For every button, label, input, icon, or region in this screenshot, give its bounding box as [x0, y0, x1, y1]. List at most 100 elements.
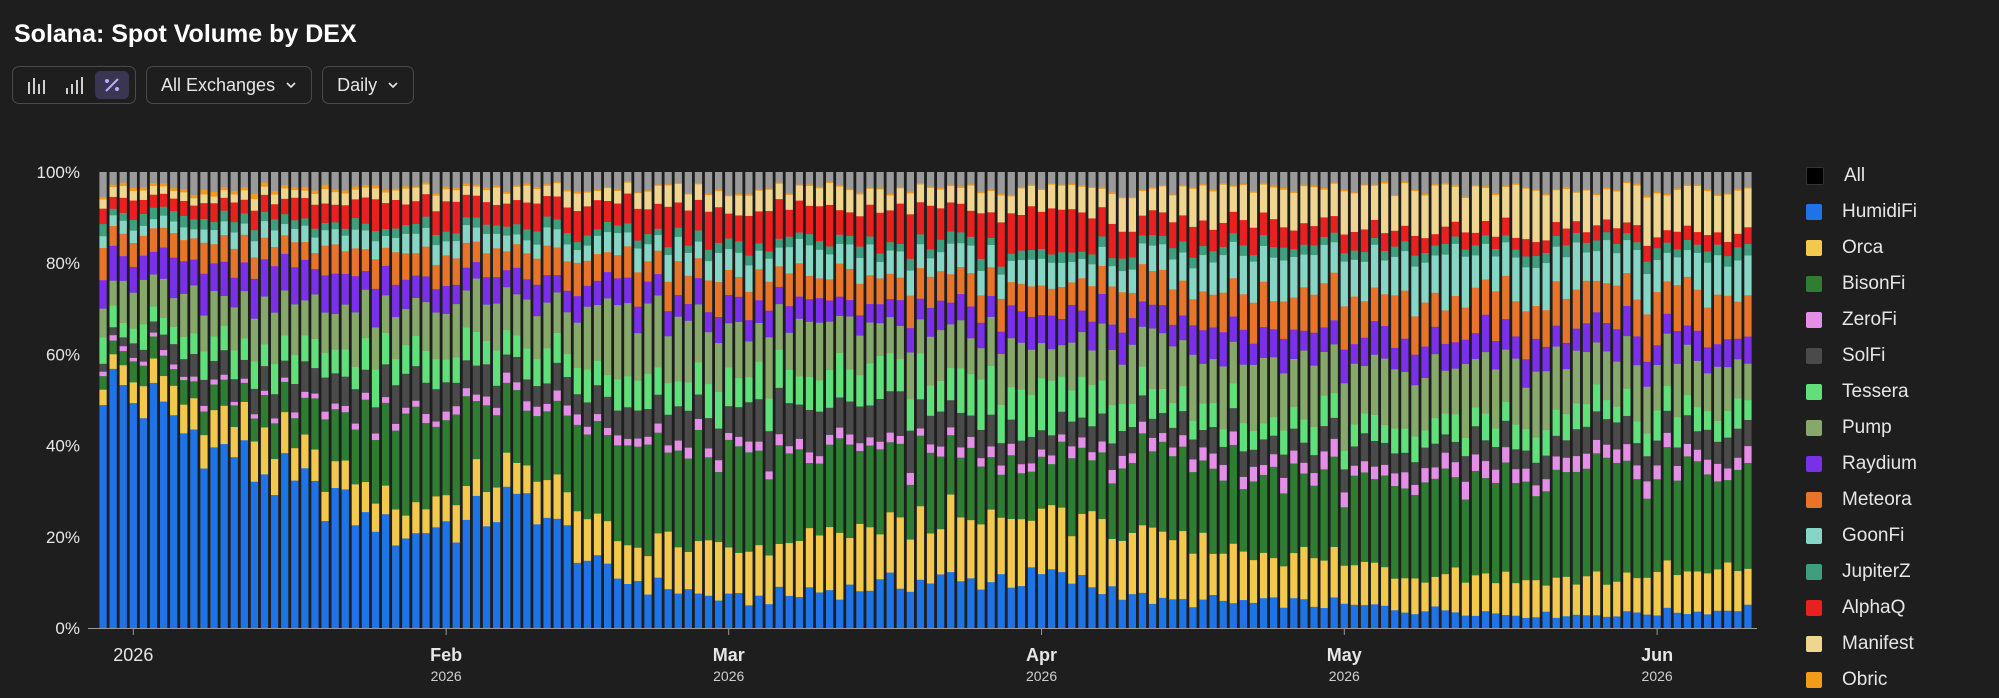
- bar-segment-jupiterz: [492, 225, 501, 234]
- legend-item-humidifi[interactable]: HumidiFi: [1806, 194, 1917, 230]
- legend-item-zerofi[interactable]: ZeroFi: [1806, 302, 1917, 338]
- bar-segment-jupiterz: [644, 233, 652, 245]
- legend-item-obric[interactable]: Obric: [1806, 662, 1917, 698]
- bar-segment-meteora: [452, 257, 460, 285]
- bar-segment-manifest: [1451, 186, 1459, 222]
- bar-segment-solfi: [735, 406, 743, 437]
- bar-segment-zerofi: [402, 407, 410, 414]
- legend-item-solfi[interactable]: SolFi: [1806, 338, 1917, 374]
- bar-segment-raydium: [1592, 312, 1601, 343]
- bar-segment-jupiterz: [220, 210, 228, 222]
- bar-segment-manifest: [371, 188, 380, 200]
- legend-item-pump[interactable]: Pump: [1806, 410, 1917, 446]
- bar-segment-solfi: [987, 414, 995, 447]
- bar-segment-other: [210, 172, 218, 192]
- bar-segment-zerofi: [1643, 481, 1651, 499]
- bar-segment-obric: [1007, 194, 1015, 197]
- bar-segment-humidifi: [634, 580, 642, 629]
- bar-segment-manifest: [1391, 195, 1399, 231]
- bar-segment-alphaq: [583, 206, 592, 236]
- bar-segment-pump: [947, 324, 955, 368]
- bar-segment-solfi: [1703, 429, 1712, 460]
- legend-item-goonfi[interactable]: GoonFi: [1806, 518, 1917, 554]
- bar-segment-other: [1522, 172, 1530, 188]
- bar-segment-raydium: [725, 294, 733, 324]
- bar-segment-obric: [270, 190, 279, 195]
- bar-segment-tessera: [392, 358, 400, 386]
- bar-segment-alphaq: [1118, 231, 1126, 259]
- bar-segment-raydium: [1562, 342, 1570, 370]
- bar-segment-manifest: [1360, 185, 1369, 230]
- bar-segment-humidifi: [603, 563, 612, 629]
- legend-item-alphaq[interactable]: AlphaQ: [1806, 590, 1917, 626]
- bar-segment-manifest: [684, 194, 692, 211]
- bar-segment-pump: [402, 308, 410, 346]
- bar-segment-solfi: [1421, 447, 1429, 469]
- bar-segment-solfi: [1744, 419, 1752, 447]
- bar-segment-orca: [967, 519, 975, 579]
- bar-segment-tessera: [1048, 380, 1056, 436]
- bar-segment-alphaq: [1663, 229, 1671, 243]
- bar-segment-obric: [1603, 187, 1611, 190]
- bar-segment-alphaq: [553, 196, 561, 220]
- bar-segment-tessera: [351, 366, 359, 390]
- bar-segment-humidifi: [180, 433, 188, 629]
- bar-segment-obric: [1330, 182, 1338, 184]
- bar-chart-button[interactable]: [19, 71, 53, 99]
- bar-segment-obric: [392, 188, 400, 191]
- legend-item-bisonfi[interactable]: BisonFi: [1806, 266, 1917, 302]
- bar-segment-zerofi: [1542, 478, 1550, 492]
- bar-segment-goonfi: [1542, 262, 1550, 311]
- legend-item-orca[interactable]: Orca: [1806, 230, 1917, 266]
- bar-segment-solfi: [644, 408, 652, 437]
- legend-item-all[interactable]: All: [1806, 158, 1917, 194]
- bar-segment-zerofi: [119, 345, 127, 352]
- bar-segment-tessera: [270, 363, 279, 395]
- bar-segment-obric: [1179, 184, 1187, 187]
- interval-dropdown[interactable]: Daily: [322, 66, 415, 104]
- bar-segment-manifest: [361, 187, 370, 198]
- bar-segment-solfi: [392, 384, 400, 424]
- bar-segment-humidifi: [846, 584, 854, 629]
- bar-segment-tessera: [735, 377, 743, 408]
- bar-segment-zerofi: [190, 376, 198, 382]
- bar-segment-bisonfi: [1229, 444, 1237, 544]
- bar-segment-raydium: [402, 279, 410, 310]
- bar-segment-other: [331, 172, 339, 190]
- x-tick-label: Jun: [1641, 645, 1673, 665]
- percent-view-button[interactable]: [95, 71, 129, 99]
- legend-item-jupiterz[interactable]: JupiterZ: [1806, 554, 1917, 590]
- bar-segment-manifest: [1592, 194, 1601, 226]
- bar-segment-meteora: [1068, 282, 1076, 305]
- bar-segment-humidifi: [664, 588, 672, 629]
- bar-segment-raydium: [735, 296, 743, 322]
- legend-swatch: [1806, 276, 1822, 292]
- bar-segment-raydium: [1512, 336, 1520, 359]
- bar-segment-obric: [1138, 189, 1147, 191]
- legend-item-meteora[interactable]: Meteora: [1806, 482, 1917, 518]
- legend-item-manifest[interactable]: Manifest: [1806, 626, 1917, 662]
- bar-segment-other: [1017, 172, 1026, 188]
- bar-segment-goonfi: [1603, 239, 1611, 284]
- exchange-dropdown[interactable]: All Exchanges: [146, 66, 313, 104]
- bar-segment-alphaq: [614, 203, 622, 226]
- bar-segment-bisonfi: [533, 415, 541, 482]
- bar-segment-orca: [553, 474, 561, 519]
- stacked-bar-button[interactable]: [57, 71, 91, 99]
- bar-segment-tessera: [1310, 426, 1318, 456]
- bar-segment-zerofi: [1209, 453, 1217, 469]
- bar-segment-raydium: [1461, 339, 1470, 365]
- bar-segment-bisonfi: [1118, 468, 1126, 541]
- bar-segment-orca: [603, 520, 612, 564]
- bar-segment-jupiterz: [1370, 237, 1379, 245]
- legend-item-tessera[interactable]: Tessera: [1806, 374, 1917, 410]
- legend-item-raydium[interactable]: Raydium: [1806, 446, 1917, 482]
- bar-segment-bisonfi: [1492, 482, 1500, 584]
- bar-segment-obric: [1381, 181, 1389, 184]
- bar-segment-alphaq: [1673, 231, 1681, 250]
- bar-segment-meteora: [836, 263, 844, 297]
- bar-segment-obric: [876, 187, 884, 190]
- bar-segment-solfi: [573, 393, 581, 415]
- bar-segment-tessera: [412, 335, 420, 367]
- bar-segment-meteora: [896, 277, 904, 301]
